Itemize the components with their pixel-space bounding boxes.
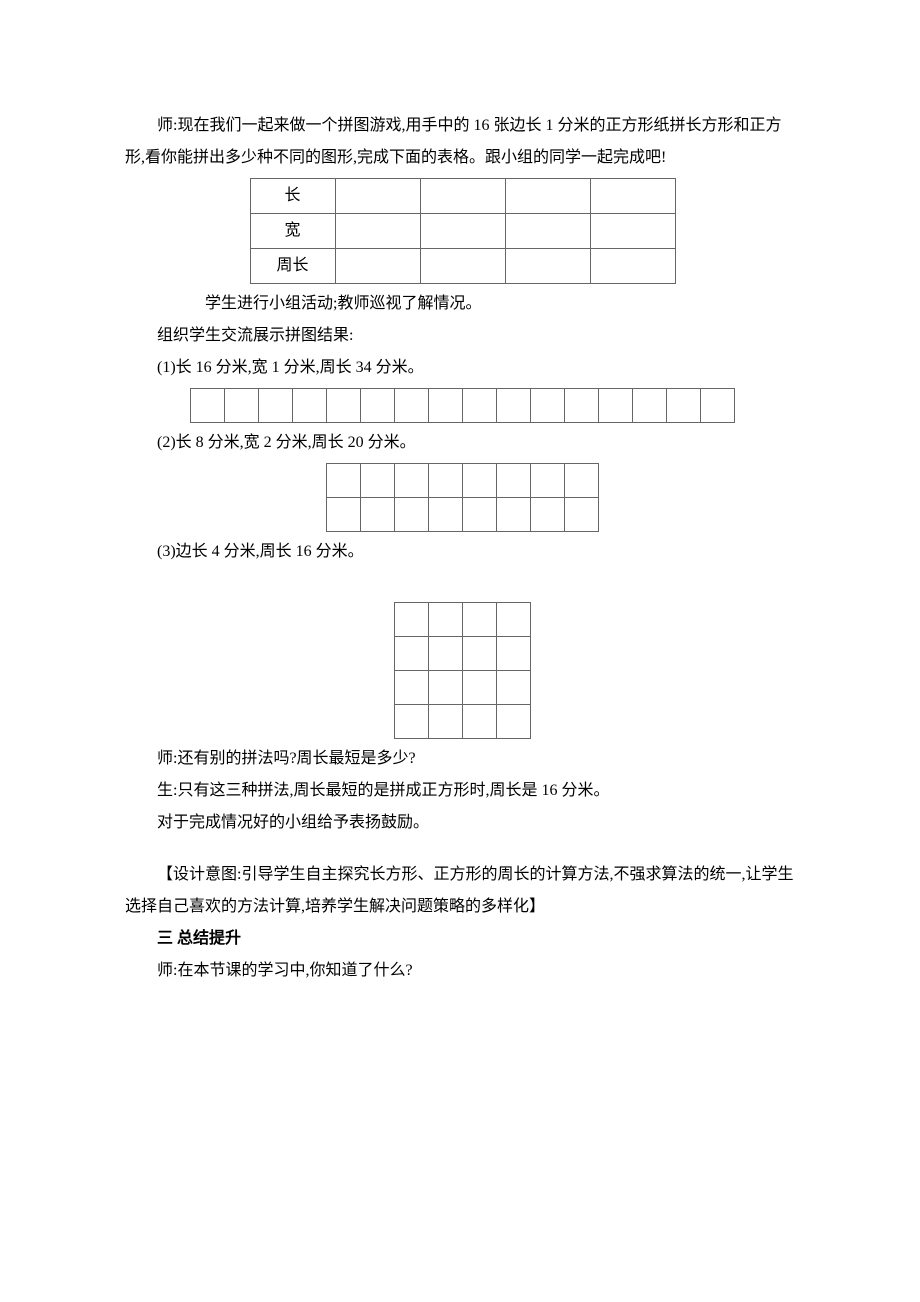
grid-cell xyxy=(667,389,701,423)
grid-cell xyxy=(327,389,361,423)
grid-cell xyxy=(531,498,565,532)
grid-cell xyxy=(531,464,565,498)
row-header-length: 长 xyxy=(250,179,335,214)
grid-cell xyxy=(497,498,531,532)
after-table-2: 组织学生交流展示拼图结果: xyxy=(125,320,800,352)
dialogue-2: 生:只有这三种拼法,周长最短的是拼成正方形时,周长是 16 分米。 xyxy=(125,775,800,807)
dialogue-3: 对于完成情况好的小组给予表扬鼓励。 xyxy=(125,807,800,839)
grid-cell xyxy=(463,389,497,423)
grid-cell xyxy=(191,389,225,423)
grid-cell xyxy=(463,603,497,637)
grid-cell xyxy=(497,671,531,705)
grid-cell xyxy=(395,671,429,705)
grid-cell xyxy=(463,637,497,671)
result-1-label: (1)长 16 分米,宽 1 分米,周长 34 分米。 xyxy=(125,352,800,384)
grid-cell xyxy=(395,637,429,671)
table-row: 宽 xyxy=(250,214,675,249)
lwp-table: 长 宽 周长 xyxy=(250,178,676,284)
grid-cell xyxy=(463,464,497,498)
grid-cell xyxy=(327,464,361,498)
cell xyxy=(590,249,675,284)
grid-cell xyxy=(497,464,531,498)
intro-paragraph: 师:现在我们一起来做一个拼图游戏,用手中的 16 张边长 1 分米的正方形纸拼长… xyxy=(125,110,800,174)
after-table-1: 学生进行小组活动;教师巡视了解情况。 xyxy=(125,288,800,320)
grid-4x4 xyxy=(394,602,531,739)
grid-cell xyxy=(497,389,531,423)
grid-cell xyxy=(429,498,463,532)
result-3-label: (3)边长 4 分米,周长 16 分米。 xyxy=(125,536,800,568)
cell xyxy=(335,179,420,214)
grid-8x2 xyxy=(326,463,599,532)
grid-cell xyxy=(395,705,429,739)
grid-cell xyxy=(701,389,735,423)
grid-cell xyxy=(497,705,531,739)
grid-cell xyxy=(361,498,395,532)
grid-cell xyxy=(497,637,531,671)
grid-cell xyxy=(361,464,395,498)
grid-cell xyxy=(463,498,497,532)
result-2-label: (2)长 8 分米,宽 2 分米,周长 20 分米。 xyxy=(125,427,800,459)
dialogue-1: 师:还有别的拼法吗?周长最短是多少? xyxy=(125,743,800,775)
grid-cell xyxy=(395,464,429,498)
grid-cell xyxy=(565,464,599,498)
grid-cell xyxy=(429,637,463,671)
grid-cell xyxy=(463,705,497,739)
cell xyxy=(420,249,505,284)
grid-cell xyxy=(633,389,667,423)
grid-cell xyxy=(531,389,565,423)
cell xyxy=(505,179,590,214)
row-header-perimeter: 周长 xyxy=(250,249,335,284)
grid-cell xyxy=(361,389,395,423)
grid-cell xyxy=(497,603,531,637)
grid-cell xyxy=(395,603,429,637)
grid-cell xyxy=(429,671,463,705)
grid-cell xyxy=(463,671,497,705)
grid-cell xyxy=(565,498,599,532)
section-title: 三 总结提升 xyxy=(125,923,800,955)
grid-cell xyxy=(429,464,463,498)
cell xyxy=(420,179,505,214)
grid-cell xyxy=(259,389,293,423)
grid-cell xyxy=(429,603,463,637)
cell xyxy=(505,249,590,284)
grid-16x1 xyxy=(190,388,735,423)
table-row: 周长 xyxy=(250,249,675,284)
cell xyxy=(335,249,420,284)
table-row: 长 xyxy=(250,179,675,214)
grid-cell xyxy=(293,389,327,423)
cell xyxy=(590,214,675,249)
row-header-width: 宽 xyxy=(250,214,335,249)
grid-cell xyxy=(395,498,429,532)
grid-cell xyxy=(599,389,633,423)
cell xyxy=(335,214,420,249)
grid-cell xyxy=(429,389,463,423)
cell xyxy=(590,179,675,214)
grid-cell xyxy=(565,389,599,423)
cell xyxy=(420,214,505,249)
cell xyxy=(505,214,590,249)
grid-cell xyxy=(225,389,259,423)
grid-cell xyxy=(429,705,463,739)
grid-cell xyxy=(327,498,361,532)
grid-cell xyxy=(395,389,429,423)
closing: 师:在本节课的学习中,你知道了什么? xyxy=(125,955,800,987)
design-intent: 【设计意图:引导学生自主探究长方形、正方形的周长的计算方法,不强求算法的统一,让… xyxy=(125,859,800,923)
